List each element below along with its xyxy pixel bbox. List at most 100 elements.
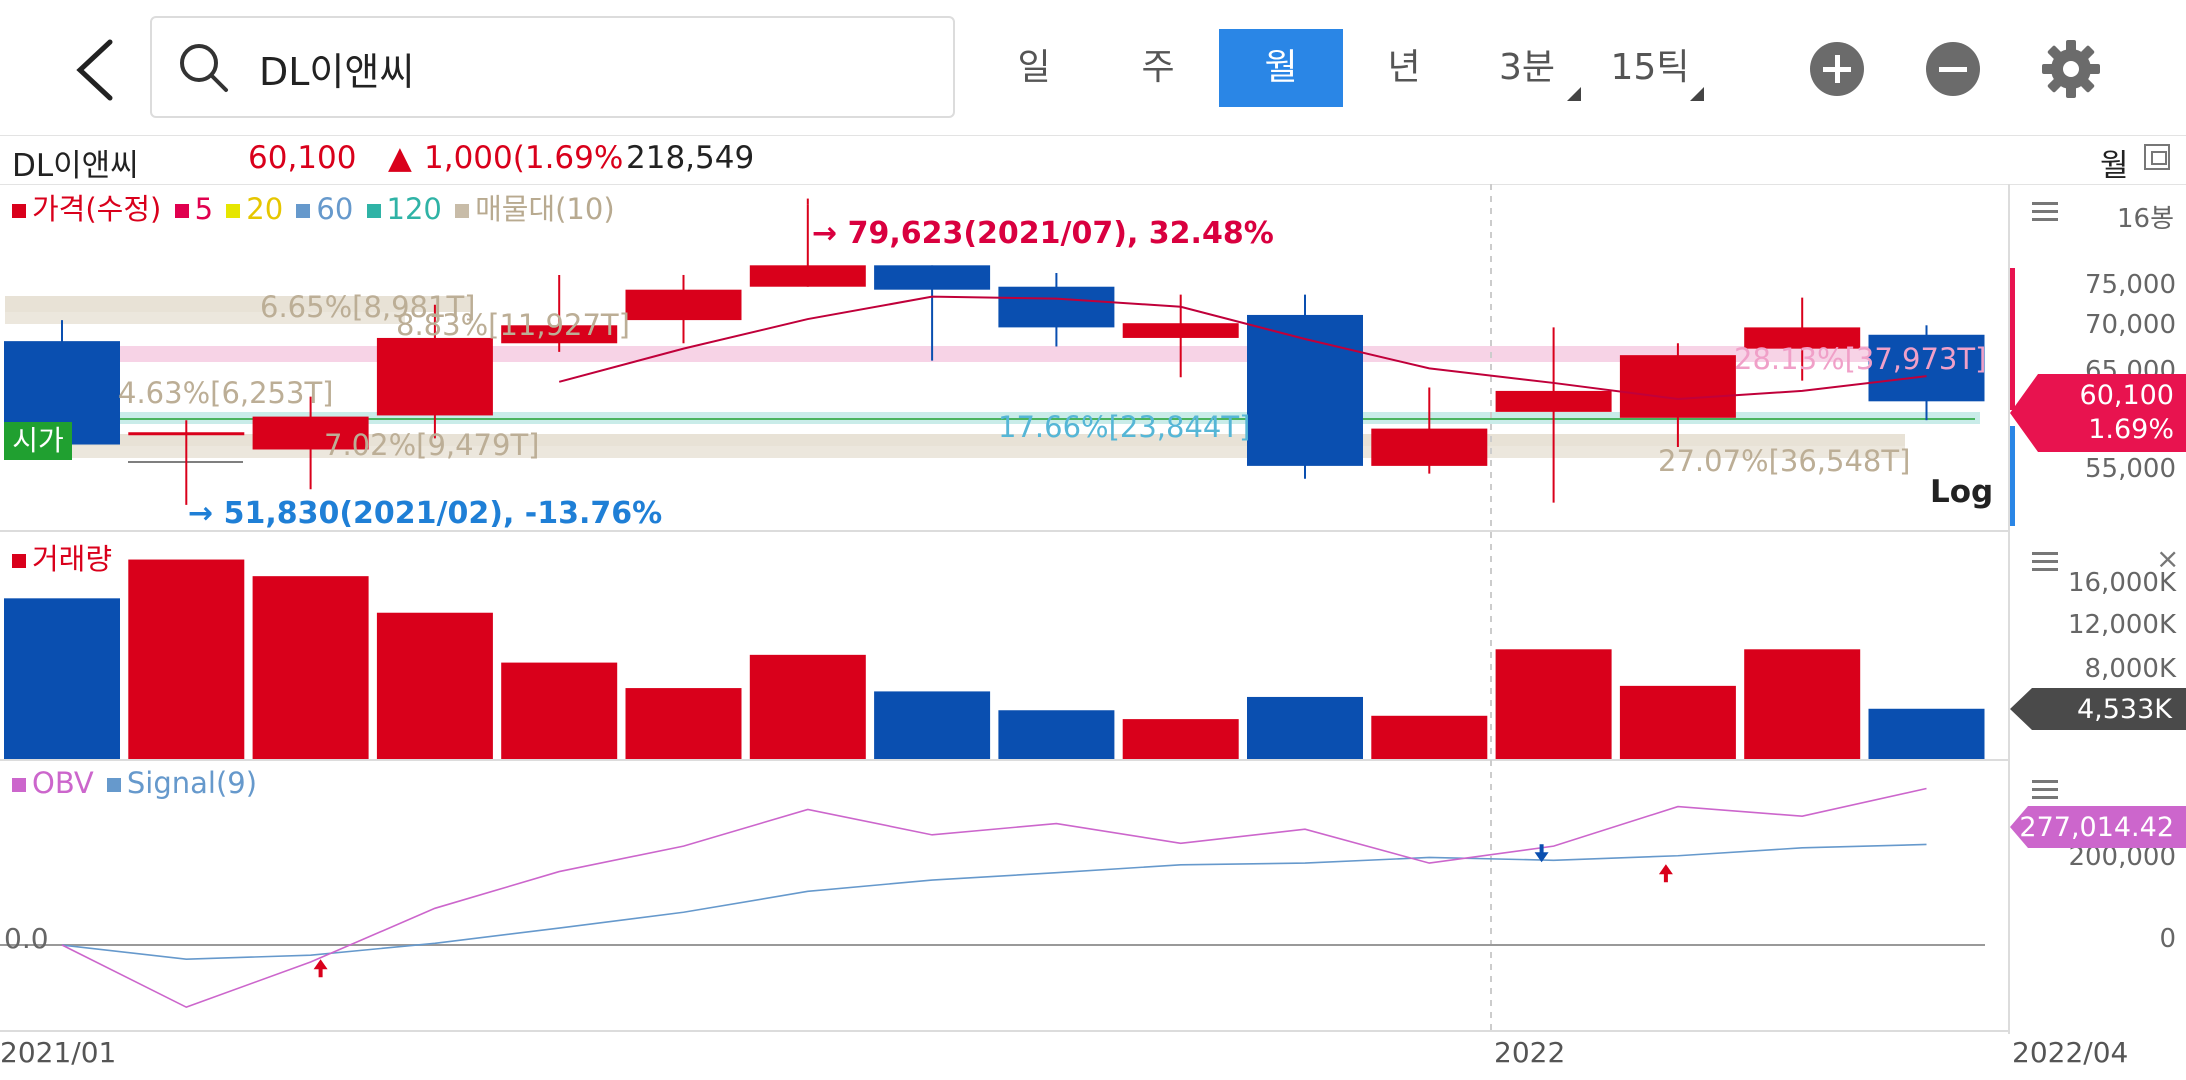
volume-profile-label: 6.65%[8,981T]: [260, 290, 476, 324]
last-price-value: 60,100: [2079, 380, 2174, 411]
legend-ma60: 60: [316, 192, 354, 226]
volume-profile-label: 4.63%[6,253T]: [118, 376, 334, 410]
volume-bar: [1619, 685, 1736, 759]
tab-week[interactable]: 주: [1096, 29, 1220, 107]
maximize-icon[interactable]: [2144, 144, 2170, 170]
volume-profile-band: [5, 312, 405, 324]
x-label-end: 2022/04: [2012, 1036, 2129, 1069]
legend-swatch: [174, 204, 189, 218]
tab-minute-label: 3분: [1498, 47, 1556, 88]
gear-icon[interactable]: [2038, 36, 2104, 102]
price-legend: 가격(수정) 5 20 60 120 매물대(10): [8, 186, 615, 228]
log-scale-label[interactable]: Log: [1930, 474, 1994, 510]
x-axis-line: [0, 1030, 2008, 1032]
x-label-start: 2021/01: [0, 1036, 117, 1069]
last-volume-value: 4,533K: [2076, 694, 2172, 725]
y-tick: 75,000: [2085, 270, 2176, 300]
legend-signal: Signal(9): [126, 766, 258, 800]
stock-name: DL이앤씨: [12, 148, 139, 184]
y-tick: 12,000K: [2067, 610, 2176, 640]
candle-body: [1495, 390, 1612, 412]
bar-count: 16봉: [2116, 204, 2174, 234]
obv-down-arrow-icon: [1534, 844, 1549, 863]
search-icon: [180, 44, 228, 92]
tab-year-label: 년: [1387, 47, 1421, 88]
tab-tick[interactable]: 15틱: [1588, 29, 1712, 107]
legend-price: 가격(수정): [32, 192, 162, 226]
tab-month-label: 월: [1264, 47, 1298, 88]
price-tag-shape: [2010, 374, 2186, 452]
legend-swatch: [226, 204, 241, 218]
volume-bar: [1495, 649, 1612, 759]
volume-bar: [1122, 719, 1239, 759]
y-tick: 70,000: [2085, 310, 2176, 340]
obv-tag-shape: [2010, 806, 2186, 848]
volume-pane-menu-icon[interactable]: [2032, 552, 2058, 572]
volume-profile-label: 8.83%[11,927T]: [396, 308, 630, 342]
candle-body: [128, 432, 245, 436]
up-triangle-icon: ▲: [388, 140, 412, 176]
volume-bar: [998, 710, 1115, 759]
tab-minute[interactable]: 3분: [1465, 29, 1589, 107]
price-change: 1,000(1.69%: [424, 140, 624, 176]
y-tick: 16,000K: [2067, 568, 2176, 598]
legend-swatch: [366, 204, 381, 218]
tab-week-label: 주: [1141, 47, 1175, 88]
price-chart[interactable]: [0, 184, 2008, 1034]
price-range-bar-down: [2010, 426, 2015, 526]
volume-bar: [749, 654, 866, 759]
obv-up-arrow-icon: [1658, 864, 1673, 883]
obv-pane-menu-icon[interactable]: [2032, 780, 2058, 800]
dropdown-corner-icon: [1690, 87, 1704, 101]
back-arrow-icon[interactable]: [58, 30, 138, 110]
signal-line: [61, 843, 1927, 960]
quote-info-row: DL이앤씨 60,100 ▲ 1,000(1.69% 218,549 월: [0, 136, 2186, 185]
y-tick: 8,000K: [2084, 654, 2176, 684]
candle-body: [998, 286, 1115, 328]
candle-body: [252, 416, 369, 450]
tab-year[interactable]: 년: [1342, 29, 1466, 107]
candle-body: [874, 265, 991, 290]
obv-line: [61, 787, 1927, 1009]
volume-profile-label: 27.07%[36,548T]: [1658, 444, 1911, 478]
legend-volume: 거래량: [32, 542, 113, 576]
legend-ma120: 120: [386, 192, 442, 226]
price-range-bar-up: [2010, 268, 2015, 410]
y-tick: 55,000: [2085, 454, 2176, 484]
y-axis-panel: 16봉 75,000 70,000 65,000 55,000 × 16,000…: [2008, 184, 2186, 1034]
candle-body: [1868, 334, 1985, 402]
last-obv-value: 277,014.42: [2019, 812, 2174, 843]
price-pane-menu-icon[interactable]: [2032, 202, 2058, 222]
last-change-value: 1.69%: [2088, 414, 2174, 445]
y-tick: 0: [2159, 924, 2176, 954]
current-price: 60,100: [248, 140, 357, 176]
legend-swatch: [455, 204, 470, 218]
close-volume-pane-icon[interactable]: ×: [2156, 542, 2180, 575]
x-label-2022: 2022: [1494, 1036, 1566, 1069]
tab-day-label: 일: [1017, 47, 1051, 88]
candle-body: [1744, 327, 1861, 349]
legend-obv: OBV: [32, 766, 94, 800]
volume-profile-label: 28.13%[37,973T]: [1734, 342, 1987, 376]
candle-body: [1371, 428, 1488, 466]
legend-swatch: [12, 778, 26, 792]
search-box[interactable]: [150, 16, 955, 118]
volume-bar: [1371, 715, 1488, 759]
volume-bar: [501, 662, 618, 759]
open-price-badge: 시가: [4, 422, 72, 460]
zoom-in-icon[interactable]: [1810, 42, 1864, 96]
candle-body: [749, 265, 866, 287]
volume-bar: [4, 598, 120, 759]
last-price-tag: 60,100 1.69%: [2008, 374, 2186, 452]
volume-bar: [252, 576, 369, 759]
search-input[interactable]: [257, 36, 861, 100]
legend-volume-profile: 매물대(10): [475, 192, 615, 226]
tab-day[interactable]: 일: [972, 29, 1096, 107]
volume-bar: [128, 559, 245, 759]
legend-swatch: [12, 554, 26, 568]
volume-bar: [1247, 696, 1363, 759]
candle-body: [376, 337, 493, 416]
tab-month[interactable]: 월: [1219, 29, 1343, 107]
zoom-out-icon[interactable]: [1926, 42, 1980, 96]
volume-profile-band: [5, 296, 470, 312]
